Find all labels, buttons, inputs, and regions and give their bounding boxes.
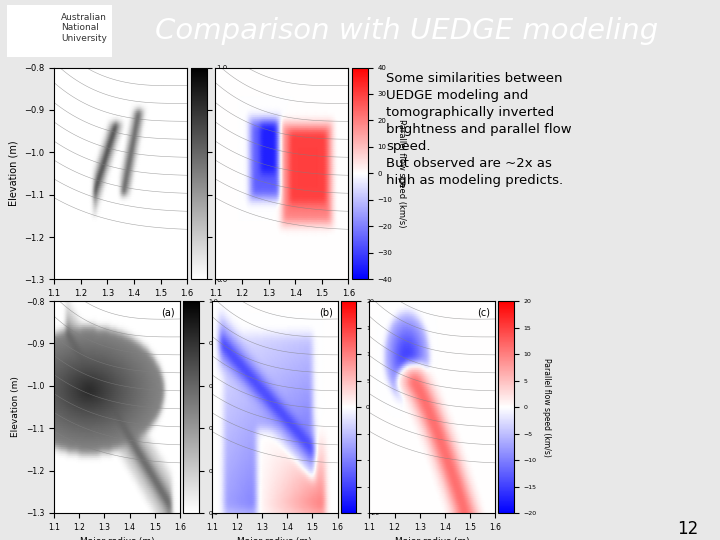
Y-axis label: Brightness (arb units): Brightness (arb units) <box>233 127 242 219</box>
X-axis label: Major radius (m): Major radius (m) <box>395 537 469 540</box>
Text: 12: 12 <box>677 520 698 538</box>
Text: Australian
National
University: Australian National University <box>61 13 107 43</box>
Y-axis label: Elevation (m): Elevation (m) <box>9 140 19 206</box>
Y-axis label: Parallel flow speed (km/s): Parallel flow speed (km/s) <box>384 357 393 456</box>
X-axis label: Major radius (m): Major radius (m) <box>80 303 161 314</box>
Text: (b): (b) <box>319 307 333 318</box>
X-axis label: Major radius (m): Major radius (m) <box>241 303 323 314</box>
Y-axis label: Elevation (m): Elevation (m) <box>12 376 20 437</box>
Y-axis label: Parallel flow speed (km/s): Parallel flow speed (km/s) <box>542 357 551 456</box>
Text: (c): (c) <box>477 307 490 318</box>
Text: Comparison with UEDGE modeling: Comparison with UEDGE modeling <box>155 17 658 45</box>
Text: Some similarities between
UEDGE modeling and
tomographically inverted
brightness: Some similarities between UEDGE modeling… <box>386 72 572 187</box>
X-axis label: Major radius (m): Major radius (m) <box>80 537 154 540</box>
X-axis label: Major radius (m): Major radius (m) <box>238 537 312 540</box>
Y-axis label: Parallel flow speed (km/s): Parallel flow speed (km/s) <box>397 119 406 228</box>
Y-axis label: Brightness (arb units): Brightness (arb units) <box>224 365 233 449</box>
FancyBboxPatch shape <box>7 5 112 57</box>
Text: (a): (a) <box>161 307 175 318</box>
